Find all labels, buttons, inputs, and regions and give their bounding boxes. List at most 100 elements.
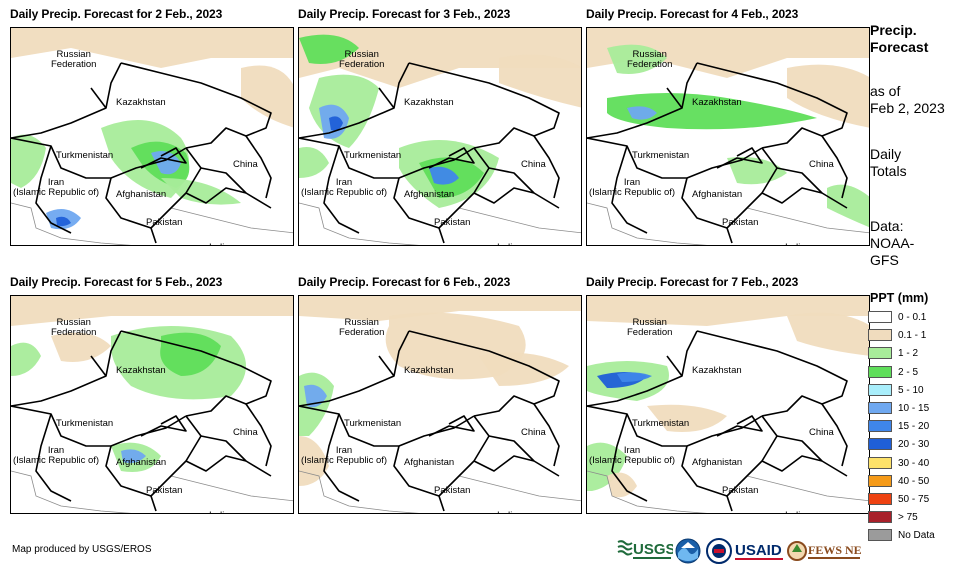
forecast-panel-day-5: Daily Precip. Forecast for 5 Feb., 2023 R… xyxy=(10,275,294,515)
country-label-india: India xyxy=(497,511,518,514)
country-label-turkmenistan: Turkmenistan xyxy=(632,418,690,429)
country-label-pakistan: Pakistan xyxy=(434,485,471,496)
usgs-logo: USGS xyxy=(617,538,676,564)
panel-title: Daily Precip. Forecast for 2 Feb., 2023 xyxy=(10,7,223,21)
legend-swatch xyxy=(868,511,892,524)
country-label-iran: Iran (Islamic Republic of) xyxy=(589,445,676,466)
legend-swatch xyxy=(868,329,892,342)
country-label-india: India xyxy=(785,511,806,514)
usaid-logo: USAID xyxy=(734,538,784,564)
country-label-turkmenistan: Turkmenistan xyxy=(344,150,402,161)
country-label-russia: Russian Federation xyxy=(627,317,673,338)
forecast-panel-day-3: Daily Precip. Forecast for 3 Feb., 2023 R… xyxy=(298,7,582,247)
sidebar-asof: as of Feb 2, 2023 xyxy=(870,83,945,116)
country-label-kazakhstan: Kazakhstan xyxy=(404,97,454,108)
sidebar-daily-totals: Daily Totals xyxy=(870,146,907,179)
country-label-afghanistan: Afghanistan xyxy=(692,457,743,468)
sidebar-data-source: Data: NOAA- GFS xyxy=(870,218,915,268)
legend-label: 1 - 2 xyxy=(898,348,919,360)
country-label-india: India xyxy=(209,243,230,246)
country-label-afghanistan: Afghanistan xyxy=(404,189,455,200)
legend-swatch xyxy=(868,456,892,469)
country-label-russia: Russian Federation xyxy=(339,49,385,70)
legend-label: > 75 xyxy=(898,512,918,524)
legend-label: 5 - 10 xyxy=(898,384,924,396)
legend-swatch xyxy=(868,311,892,323)
country-label-afghanistan: Afghanistan xyxy=(692,189,743,200)
country-label-india: India xyxy=(209,511,230,514)
country-label-pakistan: Pakistan xyxy=(722,217,759,228)
precip-map: Russian Federation Kazakhstan Turkmenistan… xyxy=(298,27,582,246)
agency-logos: USGS USAID FEWS NET xyxy=(617,538,870,564)
panel-title: Daily Precip. Forecast for 5 Feb., 2023 xyxy=(10,275,223,289)
legend-label: 30 - 40 xyxy=(898,457,930,469)
legend-label: 0 - 0.1 xyxy=(898,312,927,323)
legend-label: 20 - 30 xyxy=(898,439,930,451)
country-label-kazakhstan: Kazakhstan xyxy=(116,365,166,376)
precip-map: Russian Federation Kazakhstan Turkmenistan… xyxy=(586,27,870,246)
country-label-pakistan: Pakistan xyxy=(434,217,471,228)
country-label-iran: Iran (Islamic Republic of) xyxy=(301,445,388,466)
svg-text:FEWS NET: FEWS NET xyxy=(808,543,861,557)
legend-swatch xyxy=(868,347,892,360)
country-label-kazakhstan: Kazakhstan xyxy=(404,365,454,376)
country-label-china: China xyxy=(233,159,258,170)
precip-map: Russian Federation Kazakhstan Turkmenistan… xyxy=(298,295,582,514)
forecast-panel-day-6: Daily Precip. Forecast for 6 Feb., 2023 R… xyxy=(298,275,582,515)
precip-map: Russian Federation Kazakhstan Turkmenistan… xyxy=(10,27,294,246)
legend-title: PPT (mm) xyxy=(870,291,929,305)
country-label-turkmenistan: Turkmenistan xyxy=(56,418,114,429)
legend-label: No Data xyxy=(898,530,935,542)
legend-swatch xyxy=(868,402,892,414)
legend-label: 0.1 - 1 xyxy=(898,330,927,342)
country-label-pakistan: Pakistan xyxy=(146,217,183,228)
usaid-seal-logo xyxy=(706,538,732,564)
country-label-afghanistan: Afghanistan xyxy=(116,457,167,468)
panel-title: Daily Precip. Forecast for 6 Feb., 2023 xyxy=(298,275,511,289)
country-label-afghanistan: Afghanistan xyxy=(116,189,167,200)
country-label-india: India xyxy=(497,243,518,246)
panel-title: Daily Precip. Forecast for 3 Feb., 2023 xyxy=(298,7,511,21)
legend-swatch xyxy=(868,474,892,487)
legend-label: 10 - 15 xyxy=(898,403,930,414)
sidebar-title: Precip. Forecast xyxy=(870,22,929,55)
panel-title: Daily Precip. Forecast for 7 Feb., 2023 xyxy=(586,275,799,289)
forecast-panel-day-2: Daily Precip. Forecast for 2 Feb., 2023 R… xyxy=(10,7,294,247)
legend-swatch xyxy=(868,383,892,396)
country-label-iran: Iran (Islamic Republic of) xyxy=(301,177,388,198)
country-label-kazakhstan: Kazakhstan xyxy=(692,365,742,376)
country-label-russia: Russian Federation xyxy=(627,49,673,70)
country-label-india: India xyxy=(785,243,806,246)
country-label-china: China xyxy=(233,427,258,438)
country-label-afghanistan: Afghanistan xyxy=(404,457,455,468)
country-label-pakistan: Pakistan xyxy=(722,485,759,496)
precip-map: Russian Federation Kazakhstan Turkmenistan… xyxy=(586,295,870,514)
country-label-kazakhstan: Kazakhstan xyxy=(116,97,166,108)
noaa-logo xyxy=(675,538,701,564)
legend-swatch xyxy=(868,438,892,451)
legend-label: 2 - 5 xyxy=(898,366,919,378)
legend-swatch xyxy=(868,420,892,433)
country-label-iran: Iran (Islamic Republic of) xyxy=(13,445,100,466)
country-label-kazakhstan: Kazakhstan xyxy=(692,97,742,108)
legend-swatch xyxy=(868,529,892,542)
legend-swatch xyxy=(868,493,892,505)
country-label-turkmenistan: Turkmenistan xyxy=(632,150,690,161)
country-label-pakistan: Pakistan xyxy=(146,485,183,496)
svg-text:USAID: USAID xyxy=(735,542,782,559)
country-label-china: China xyxy=(521,427,546,438)
svg-text:USGS: USGS xyxy=(633,541,673,558)
legend-label: 50 - 75 xyxy=(898,494,930,505)
country-label-russia: Russian Federation xyxy=(51,49,97,70)
legend-swatch xyxy=(868,365,892,378)
country-label-russia: Russian Federation xyxy=(51,317,97,338)
country-label-turkmenistan: Turkmenistan xyxy=(344,418,402,429)
country-label-china: China xyxy=(809,159,834,170)
precip-map: Russian Federation Kazakhstan Turkmenistan… xyxy=(10,295,294,514)
legend-label: 15 - 20 xyxy=(898,421,930,433)
forecast-panel-day-7: Daily Precip. Forecast for 7 Feb., 2023 R… xyxy=(586,275,870,515)
country-label-turkmenistan: Turkmenistan xyxy=(56,150,114,161)
country-label-iran: Iran (Islamic Republic of) xyxy=(13,177,100,198)
map-credit: Map produced by USGS/EROS xyxy=(12,544,152,555)
fewsnet-logo: FEWS NET xyxy=(787,538,870,564)
